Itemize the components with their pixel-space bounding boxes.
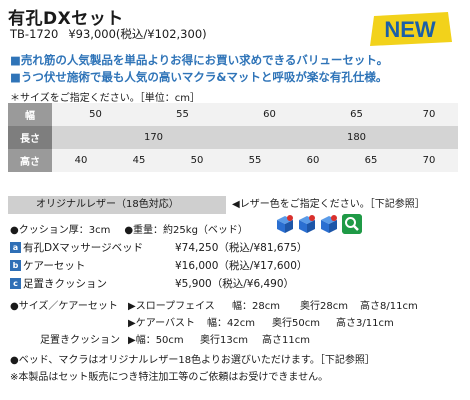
item-badge: c xyxy=(10,277,21,289)
leather-swatch-icon[interactable] xyxy=(320,214,338,234)
feature-bullets: ■売れ筋の人気製品を単品よりお得にお買い求めできるバリューセット。 ■うつ伏せ施… xyxy=(10,52,388,86)
care-bust-name: ▶ケアーバスト xyxy=(128,318,195,329)
width-row: 幅 50 55 60 65 70 xyxy=(8,103,458,126)
notes: ●ベッド、マクラはオリジナルレザー18色よりお選びいただけます。［下記参照］ ※… xyxy=(10,352,375,386)
care-bust-depth: 奥行50cm xyxy=(272,318,320,329)
leather-color-note: ◀レザー色をご指定ください。［下記参照］ xyxy=(232,199,425,210)
length-label: 長さ xyxy=(8,126,52,149)
foot-cushion-label: 足置きクッション xyxy=(40,335,120,346)
width-option[interactable]: 55 xyxy=(139,103,226,126)
slope-face-width: 幅：28cm xyxy=(232,301,280,312)
leather-swatch-group xyxy=(276,214,362,236)
note-line: ●ベッド、マクラはオリジナルレザー18色よりお選びいただけます。［下記参照］ xyxy=(10,355,375,366)
height-row: 高さ 40 45 50 55 60 65 70 xyxy=(8,149,458,172)
slope-face-depth: 奥行28cm xyxy=(300,301,348,312)
leather-swatch-icon[interactable] xyxy=(298,214,316,234)
price-row: a 有孔DXマッサージベッド ¥74,250（税込/¥81,675） xyxy=(10,238,307,256)
model-line: TB-1720 ¥93,000(税込/¥102,300) xyxy=(10,26,217,42)
length-row: 長さ 170 180 xyxy=(8,126,458,149)
care-bust-height: 高さ3/11cm xyxy=(336,318,394,329)
slope-face-height: 高さ8/11cm xyxy=(360,301,418,312)
foot-cushion-height: 高さ11cm xyxy=(262,335,310,346)
height-option[interactable]: 65 xyxy=(342,149,400,172)
size-caption: ＊サイズをご指定ください。［単位：cm］ xyxy=(10,93,200,104)
leather-swatch-icon[interactable] xyxy=(276,214,294,234)
height-option[interactable]: 70 xyxy=(400,149,458,172)
foot-cushion-depth: 奥行13cm xyxy=(200,335,248,346)
height-label: 高さ xyxy=(8,149,52,172)
width-option[interactable]: 65 xyxy=(313,103,400,126)
width-option[interactable]: 60 xyxy=(226,103,313,126)
item-price: ¥16,000（税込/¥17,600） xyxy=(175,259,308,272)
note-line: ※本製品はセット販売につき特注加工等のご依頼はお受けできません。 xyxy=(10,372,329,383)
product-price: ¥93,000(税込/¥102,300) xyxy=(68,27,207,41)
height-option[interactable]: 55 xyxy=(226,149,284,172)
cushion-thickness: ●クッション厚：3cm xyxy=(10,225,111,236)
careset-label: ●サイズ／ケアーセット xyxy=(10,301,118,312)
new-badge: NEW xyxy=(370,12,452,46)
feature-line: ■売れ筋の人気製品を単品よりお得にお買い求めできるバリューセット。 xyxy=(10,53,389,67)
foot-cushion-width: ▶幅：50cm xyxy=(128,335,184,346)
item-badge: a xyxy=(10,241,21,253)
slope-face-name: ▶スロープフェイス xyxy=(128,301,215,312)
product-code: TB-1720 xyxy=(10,27,59,41)
price-row: b ケアーセット ¥16,000（税込/¥17,600） xyxy=(10,256,307,274)
product-title: 有孔DXセット xyxy=(8,9,124,29)
leather-label: オリジナルレザー（18色対応） xyxy=(8,196,226,214)
new-badge-text: NEW xyxy=(384,17,436,42)
item-price: ¥74,250（税込/¥81,675） xyxy=(175,241,308,254)
item-price: ¥5,900（税込/¥6,490） xyxy=(175,277,295,290)
price-list: a 有孔DXマッサージベッド ¥74,250（税込/¥81,675） b ケアー… xyxy=(10,238,307,292)
spec-line: ●クッション厚：3cm ●重量：約25kg（ベッド） xyxy=(10,221,248,236)
width-option[interactable]: 70 xyxy=(400,103,458,126)
height-option[interactable]: 50 xyxy=(168,149,226,172)
size-table: 幅 50 55 60 65 70 長さ 170 180 高さ 40 45 50 … xyxy=(8,103,458,172)
length-option[interactable]: 170 xyxy=(52,126,255,149)
care-bust-width: 幅：42cm xyxy=(207,318,255,329)
feature-line: ■うつ伏せ施術で最も人気の高いマクラ&マットと呼吸が楽な有孔仕様。 xyxy=(10,70,388,84)
item-name: 足置きクッション xyxy=(23,277,107,290)
height-option[interactable]: 40 xyxy=(52,149,110,172)
height-option[interactable]: 45 xyxy=(110,149,168,172)
item-badge: b xyxy=(10,259,21,271)
length-option[interactable]: 180 xyxy=(255,126,458,149)
bed-weight: ●重量：約25kg（ベッド） xyxy=(124,225,248,236)
item-name: 有孔DXマッサージベッド xyxy=(23,241,144,254)
search-icon[interactable] xyxy=(342,214,362,234)
item-name: ケアーセット xyxy=(23,259,86,272)
width-label: 幅 xyxy=(8,103,52,126)
price-row: c 足置きクッション ¥5,900（税込/¥6,490） xyxy=(10,274,307,292)
height-option[interactable]: 60 xyxy=(284,149,342,172)
width-option[interactable]: 50 xyxy=(52,103,139,126)
